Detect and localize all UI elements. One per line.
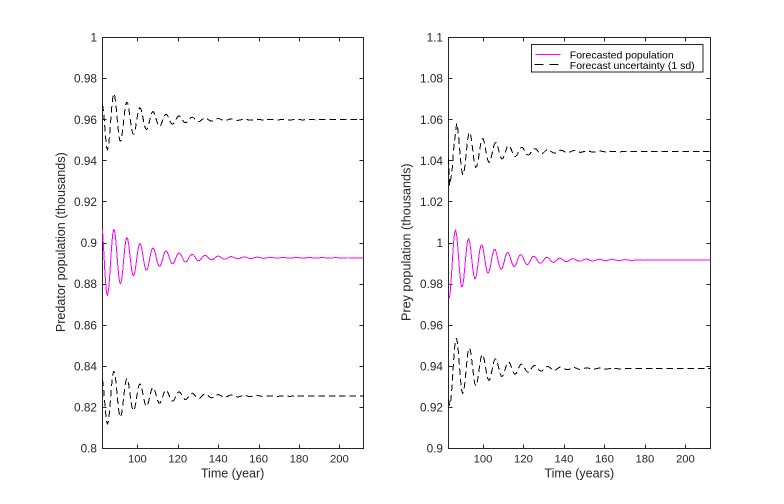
svg-text:140: 140 (555, 454, 574, 466)
svg-text:120: 120 (168, 454, 187, 466)
svg-text:180: 180 (290, 454, 309, 466)
svg-text:100: 100 (128, 454, 147, 466)
svg-text:200: 200 (676, 454, 695, 466)
svg-text:0.96: 0.96 (420, 318, 443, 332)
svg-text:0.9: 0.9 (81, 236, 97, 250)
svg-text:160: 160 (249, 454, 268, 466)
svg-text:0.98: 0.98 (420, 277, 443, 291)
svg-text:100: 100 (474, 454, 493, 466)
svg-text:Forecast uncertainty (1 sd): Forecast uncertainty (1 sd) (570, 60, 695, 72)
svg-text:1: 1 (436, 236, 443, 250)
svg-text:0.9: 0.9 (427, 442, 443, 456)
svg-text:0.86: 0.86 (74, 318, 97, 332)
svg-text:1.1: 1.1 (427, 31, 443, 45)
svg-text:0.96: 0.96 (74, 113, 97, 127)
svg-text:120: 120 (514, 454, 533, 466)
svg-text:1: 1 (90, 31, 97, 45)
svg-text:0.92: 0.92 (420, 401, 443, 415)
svg-text:200: 200 (330, 454, 349, 466)
svg-text:Predator population (thousands: Predator population (thousands) (54, 152, 68, 332)
svg-text:0.94: 0.94 (420, 359, 443, 373)
svg-text:0.82: 0.82 (74, 401, 97, 415)
svg-text:0.92: 0.92 (74, 195, 97, 209)
svg-text:1.06: 1.06 (420, 113, 443, 127)
svg-text:160: 160 (595, 454, 614, 466)
svg-text:140: 140 (209, 454, 228, 466)
svg-text:0.88: 0.88 (74, 277, 97, 291)
svg-text:0.98: 0.98 (74, 72, 97, 86)
svg-text:Time (years): Time (years) (544, 466, 614, 480)
svg-text:1.08: 1.08 (420, 72, 443, 86)
svg-text:180: 180 (635, 454, 654, 466)
svg-text:0.94: 0.94 (74, 154, 97, 168)
svg-text:0.84: 0.84 (74, 359, 97, 373)
svg-text:1.04: 1.04 (420, 154, 443, 168)
svg-text:1.02: 1.02 (420, 195, 443, 209)
svg-text:Time (year): Time (year) (201, 466, 264, 480)
svg-text:Forecasted population: Forecasted population (570, 50, 674, 62)
svg-text:Prey population (thousands): Prey population (thousands) (400, 163, 414, 321)
svg-text:0.8: 0.8 (81, 442, 98, 456)
